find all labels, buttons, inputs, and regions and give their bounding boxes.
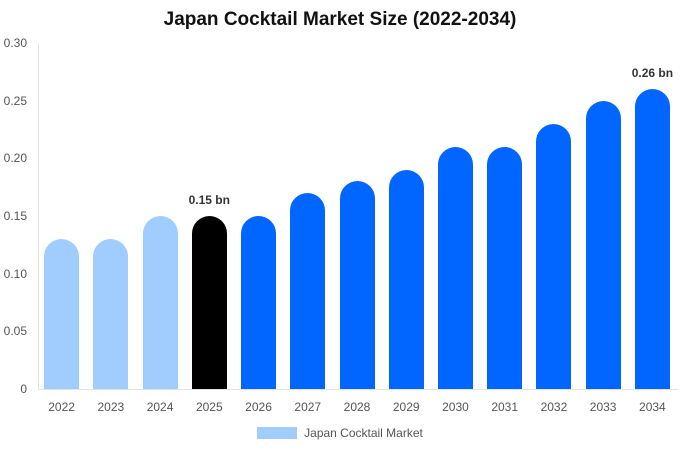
y-tick-label: 0.10 [3, 266, 27, 281]
chart-title: Japan Cocktail Market Size (2022-2034) [163, 9, 517, 30]
x-tick-label: 2025 [195, 400, 223, 414]
x-tick-label: 2032 [540, 400, 568, 414]
bar-2027[interactable] [290, 192, 326, 389]
bar-2031[interactable] [487, 146, 523, 389]
x-tick-label: 2028 [343, 400, 371, 414]
x-tick-label: 2034 [639, 400, 666, 414]
x-tick-label: 2023 [97, 400, 125, 414]
bar-2034[interactable] [634, 89, 670, 389]
bar-2022[interactable] [44, 239, 80, 389]
data-label-2025: 0.15 bn [188, 193, 230, 207]
bar-2032[interactable] [536, 123, 572, 389]
legend-swatch [257, 427, 298, 439]
x-tick-label: 2029 [392, 400, 420, 414]
x-tick-label: 2031 [491, 400, 519, 414]
x-tick-label: 2033 [589, 400, 617, 414]
x-tick-label: 2027 [294, 400, 322, 414]
y-tick-label: 0.30 [3, 36, 27, 50]
bar-2025[interactable] [191, 216, 227, 389]
bar-2028[interactable] [339, 181, 375, 389]
x-tick-label: 2030 [442, 400, 469, 414]
bar-2029[interactable] [388, 169, 424, 389]
y-tick-label: 0 [20, 382, 27, 396]
y-tick-label: 0.05 [3, 324, 27, 339]
y-tick-label: 0.25 [3, 93, 27, 108]
data-label-2034: 0.26 bn [631, 66, 674, 81]
x-axis-line [38, 389, 678, 390]
x-tick-label: 2024 [146, 400, 174, 414]
y-axis-line [38, 43, 39, 390]
y-tick-label: 0.15 [3, 209, 27, 223]
legend[interactable]: Japan Cocktail Market [0, 426, 680, 440]
bar-2026[interactable] [241, 216, 277, 389]
bar-2030[interactable] [437, 146, 473, 389]
y-tick-label: 0.20 [3, 151, 27, 166]
bar-2023[interactable] [93, 239, 129, 389]
bar-2033[interactable] [585, 100, 621, 389]
plot-area [38, 43, 678, 389]
x-tick-label: 2026 [245, 400, 272, 414]
bar-2024[interactable] [142, 216, 178, 389]
legend-label: Japan Cocktail Market [304, 426, 423, 440]
x-tick-label: 2022 [48, 400, 75, 414]
